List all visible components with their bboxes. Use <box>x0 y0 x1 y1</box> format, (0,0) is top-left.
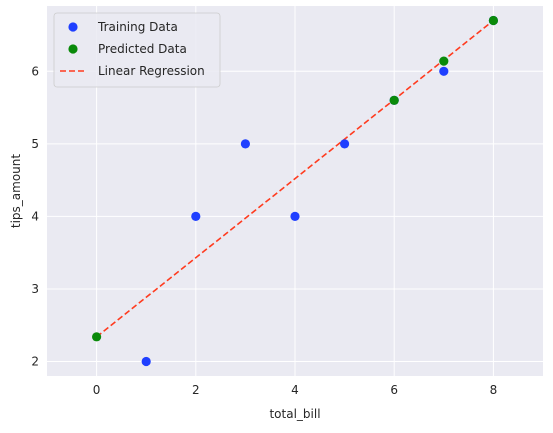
x-tick-label: 4 <box>291 383 299 397</box>
training-data-point <box>439 66 449 76</box>
y-tick-label: 4 <box>31 209 39 223</box>
y-tick-label: 3 <box>31 282 39 296</box>
y-tick-label: 2 <box>31 354 39 368</box>
x-tick-label: 8 <box>490 383 498 397</box>
training-data-point <box>191 211 201 221</box>
training-data-point <box>340 139 350 149</box>
legend-marker-training-data <box>68 22 78 32</box>
training-data-point <box>141 356 151 367</box>
grid-lines <box>47 6 543 376</box>
legend-marker-predicted-data <box>68 44 78 54</box>
legend-label-linear-regression: Linear Regression <box>98 64 205 78</box>
training-data-point <box>240 139 250 149</box>
predicted-data-point <box>439 56 449 66</box>
legend: Training Data Predicted Data Linear Regres… <box>53 12 221 88</box>
tick-labels: 0 2 4 6 8 2 3 4 5 6 <box>31 64 497 397</box>
legend-label-predicted-data: Predicted Data <box>98 42 187 56</box>
series-layer <box>92 15 498 367</box>
x-tick-label: 2 <box>192 383 200 397</box>
y-tick-label: 5 <box>31 137 39 151</box>
legend-label-training-data: Training Data <box>97 20 178 34</box>
regression-line <box>96 19 494 338</box>
y-axis-label: tips_amount <box>9 154 23 229</box>
x-tick-label: 6 <box>390 383 398 397</box>
y-tick-label: 6 <box>31 64 39 78</box>
x-tick-label: 0 <box>93 383 101 397</box>
predicted-data-point <box>488 15 498 26</box>
x-axis-label: total_bill <box>269 407 320 421</box>
training-data-point <box>290 211 300 221</box>
legend-box <box>53 12 221 88</box>
predicted-data-point <box>389 95 399 105</box>
predicted-data-point <box>92 332 102 342</box>
